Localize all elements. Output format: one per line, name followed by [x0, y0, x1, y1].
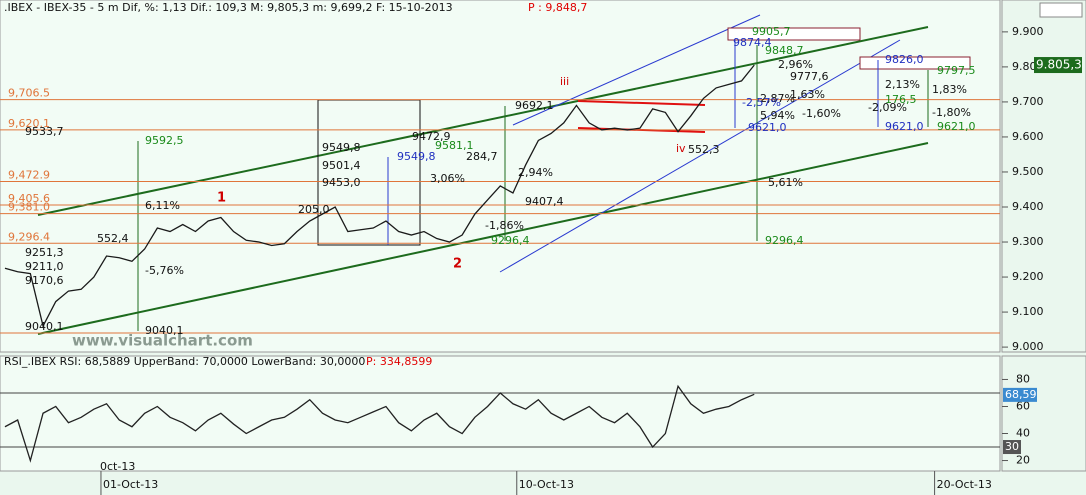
annotation: 1,63%: [790, 88, 825, 101]
annotation: 9170,6: [25, 274, 64, 287]
annotation: 9826,0: [885, 53, 924, 66]
annotation: -5,76%: [145, 264, 184, 277]
rsi-panel: [0, 355, 1001, 472]
price-panel: [0, 0, 1001, 353]
annotation: 5,94%: [760, 109, 795, 122]
level-label: 9,472.9: [8, 168, 50, 181]
last-price-tag: [1034, 57, 1082, 74]
y-tick-label: 9.900: [1012, 25, 1044, 38]
annotation: 284,7: [466, 150, 498, 163]
y-tick-label: 9.700: [1012, 95, 1044, 108]
annotation: 552,3: [688, 143, 720, 156]
annotation: 9581,1: [435, 139, 474, 152]
chart-title: .IBEX - IBEX-35 - 5 m Dif, %: 1,13 Dif.:…: [4, 1, 453, 14]
channel-lower: [37, 142, 929, 335]
annotation: 9472,9: [412, 130, 451, 143]
annotation: -1,60%: [802, 107, 841, 120]
annotation: 9501,4: [322, 159, 361, 172]
y-tick-label: 9.000: [1012, 340, 1044, 353]
annotation: 9040,1: [25, 320, 64, 333]
annotation: 552,4: [97, 232, 129, 245]
annotation: iii: [560, 75, 569, 88]
annotation: 9621,0: [937, 120, 976, 133]
annotation: -1,86%: [485, 219, 524, 232]
annotation: -2,57%: [742, 96, 781, 109]
annotation: 5,61%: [768, 176, 803, 189]
annotation: 2,94%: [518, 166, 553, 179]
annotation: 9777,6: [790, 70, 829, 83]
rsi-tag: [1003, 387, 1037, 402]
y-tick-label: 9.100: [1012, 305, 1044, 318]
annotation: iv: [676, 142, 686, 155]
y-tick-label: 9.400: [1012, 200, 1044, 213]
drawings: [37, 14, 971, 335]
y-tick-label: 60: [1016, 399, 1030, 412]
annotation: -2,09%: [868, 101, 907, 114]
y-tick-label: 9.200: [1012, 270, 1044, 283]
channel-upper: [37, 26, 929, 216]
annotation: 9874,4: [733, 36, 772, 49]
blue-channel: [512, 14, 761, 126]
annotation: 6,11%: [145, 199, 180, 212]
annotation: 1: [217, 191, 226, 206]
annotation: 2: [453, 257, 462, 272]
rsi-tag-label: 68,59: [1005, 388, 1037, 401]
level-label: 9,381.0: [8, 201, 50, 214]
annotation: 2,96%: [778, 58, 813, 71]
annotation: 1,83%: [932, 83, 967, 96]
annotation: -1,80%: [932, 106, 971, 119]
annotation: 9848,7: [765, 44, 804, 57]
annotation: 2,87%: [760, 92, 795, 105]
window-buttons[interactable]: [1039, 2, 1083, 18]
y-tick-label: 9.600: [1012, 130, 1044, 143]
annotation: 9251,3: [25, 246, 64, 259]
level-label: 9,296.4: [8, 230, 50, 243]
level-label: 9,706.5: [8, 87, 50, 100]
box: [859, 56, 971, 70]
annotation: 9621,0: [885, 120, 924, 133]
annotation: 9549,8: [397, 150, 436, 163]
annotation: 9453,0: [322, 176, 361, 189]
annotation: 9621,0: [748, 121, 787, 134]
rsi-tag: [1003, 440, 1021, 455]
rsi-tag-label: 30: [1005, 440, 1019, 453]
annotation: 3,06%: [430, 172, 465, 185]
annotation: 9549,8: [322, 141, 361, 154]
level-label: 9,405.6: [8, 192, 50, 205]
rsi-price-label: P: 334,8599: [366, 355, 432, 368]
rsi-title: RSI_.IBEX RSI: 68,5889 UpperBand: 70,000…: [4, 355, 365, 368]
annotation: 9905,7: [752, 25, 791, 38]
level-label: 9,620.1: [8, 117, 50, 130]
annotation: 9592,5: [145, 134, 184, 147]
annotation: 9797,5: [937, 64, 976, 77]
annotation: 9296,4: [491, 234, 530, 247]
annotation: 9533,7: [25, 125, 64, 138]
x-tick-label: 10-Oct-13: [519, 478, 574, 491]
blue-channel: [499, 39, 901, 273]
annotation: 9407,4: [525, 195, 564, 208]
annotation: 205,0: [298, 203, 330, 216]
annotation: 9040,1: [145, 324, 184, 337]
price-line: [4, 64, 755, 328]
y-tick-label: 40: [1016, 427, 1030, 440]
x-top-label: 0ct-13: [100, 460, 135, 473]
y-tick-label: 20: [1016, 454, 1030, 467]
annotation: 2,13%: [885, 78, 920, 91]
annotation: 176,5: [885, 93, 917, 106]
x-tick-label: 20-Oct-13: [937, 478, 992, 491]
y-tick-label: 9.300: [1012, 235, 1044, 248]
annotation: www.visualchart.com: [72, 332, 253, 350]
annotation: 9692,1: [515, 99, 554, 112]
price-label: P : 9,848,7: [528, 1, 587, 14]
annotation: 9211,0: [25, 260, 64, 273]
price-line: [4, 384, 755, 463]
last-price-label: 9.805,3: [1036, 58, 1082, 72]
box: [727, 27, 861, 41]
red-line: [577, 100, 706, 106]
y-tick-label: 80: [1016, 372, 1030, 385]
x-tick-label: 01-Oct-13: [103, 478, 158, 491]
annotation: 9296,4: [765, 234, 804, 247]
y-tick-label: 9.500: [1012, 165, 1044, 178]
